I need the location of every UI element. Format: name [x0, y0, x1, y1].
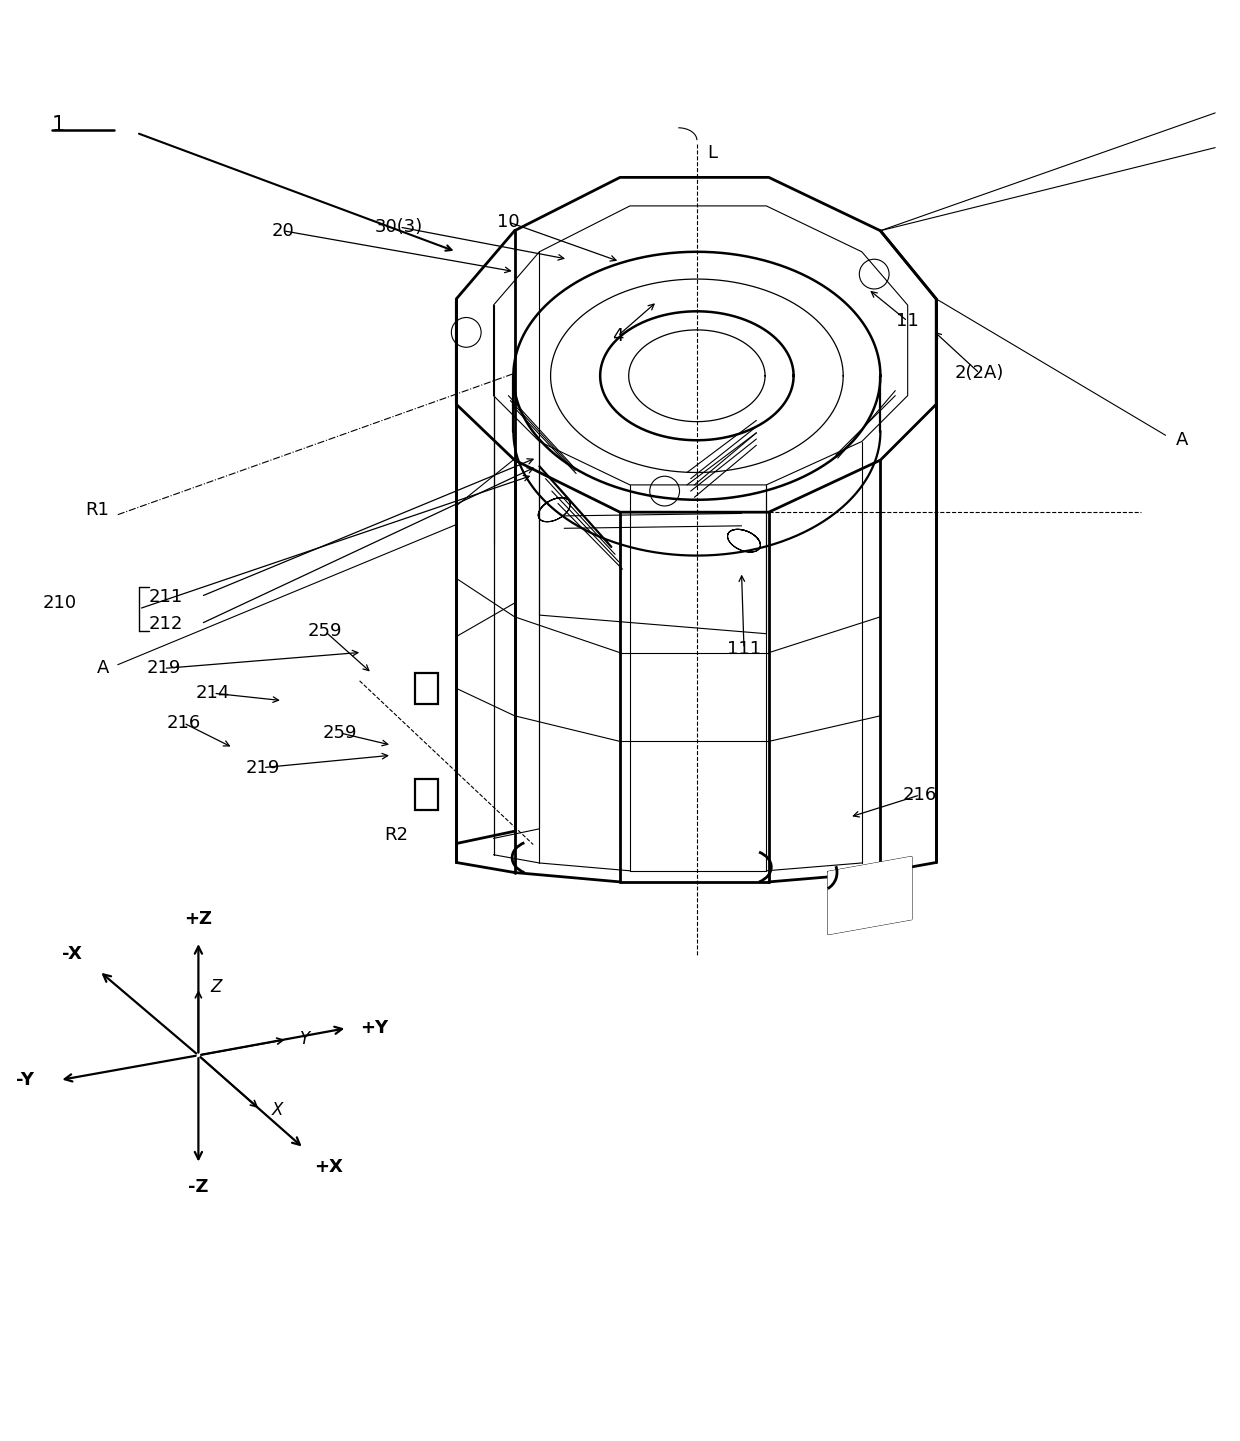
Text: 259: 259	[308, 623, 342, 640]
Bar	[415, 673, 438, 705]
Text: +X: +X	[314, 1159, 343, 1176]
Text: 10: 10	[497, 213, 520, 231]
Text: R2: R2	[384, 827, 408, 844]
Text: 214: 214	[196, 684, 231, 702]
Text: 210: 210	[42, 594, 77, 611]
Text: 259: 259	[322, 723, 357, 742]
Bar	[415, 778, 438, 810]
Text: -X: -X	[62, 945, 82, 963]
Text: 212: 212	[149, 615, 184, 633]
Text: +Y: +Y	[361, 1019, 388, 1038]
Text: 219: 219	[246, 758, 280, 777]
Polygon shape	[828, 857, 911, 934]
Text: R1: R1	[86, 500, 109, 519]
Text: -Y: -Y	[16, 1071, 33, 1089]
Text: 30(3): 30(3)	[376, 218, 423, 236]
Text: 20: 20	[272, 222, 294, 239]
Text: A: A	[97, 660, 109, 677]
Text: A: A	[1176, 431, 1188, 450]
Text: L: L	[707, 144, 717, 161]
Text: 211: 211	[149, 588, 184, 605]
Text: 4: 4	[611, 327, 624, 344]
Text: 2(2A): 2(2A)	[955, 365, 1004, 382]
Text: Y: Y	[300, 1030, 310, 1048]
Text: 1: 1	[52, 115, 66, 135]
Text: 219: 219	[146, 660, 181, 677]
Text: X: X	[272, 1101, 284, 1118]
Text: Z: Z	[210, 978, 222, 996]
Text: -Z: -Z	[188, 1177, 208, 1196]
Text: 111: 111	[727, 640, 761, 657]
Text: 11: 11	[897, 313, 919, 330]
Text: +Z: +Z	[185, 909, 212, 928]
Text: 216: 216	[166, 713, 201, 732]
Text: 216: 216	[903, 785, 937, 804]
